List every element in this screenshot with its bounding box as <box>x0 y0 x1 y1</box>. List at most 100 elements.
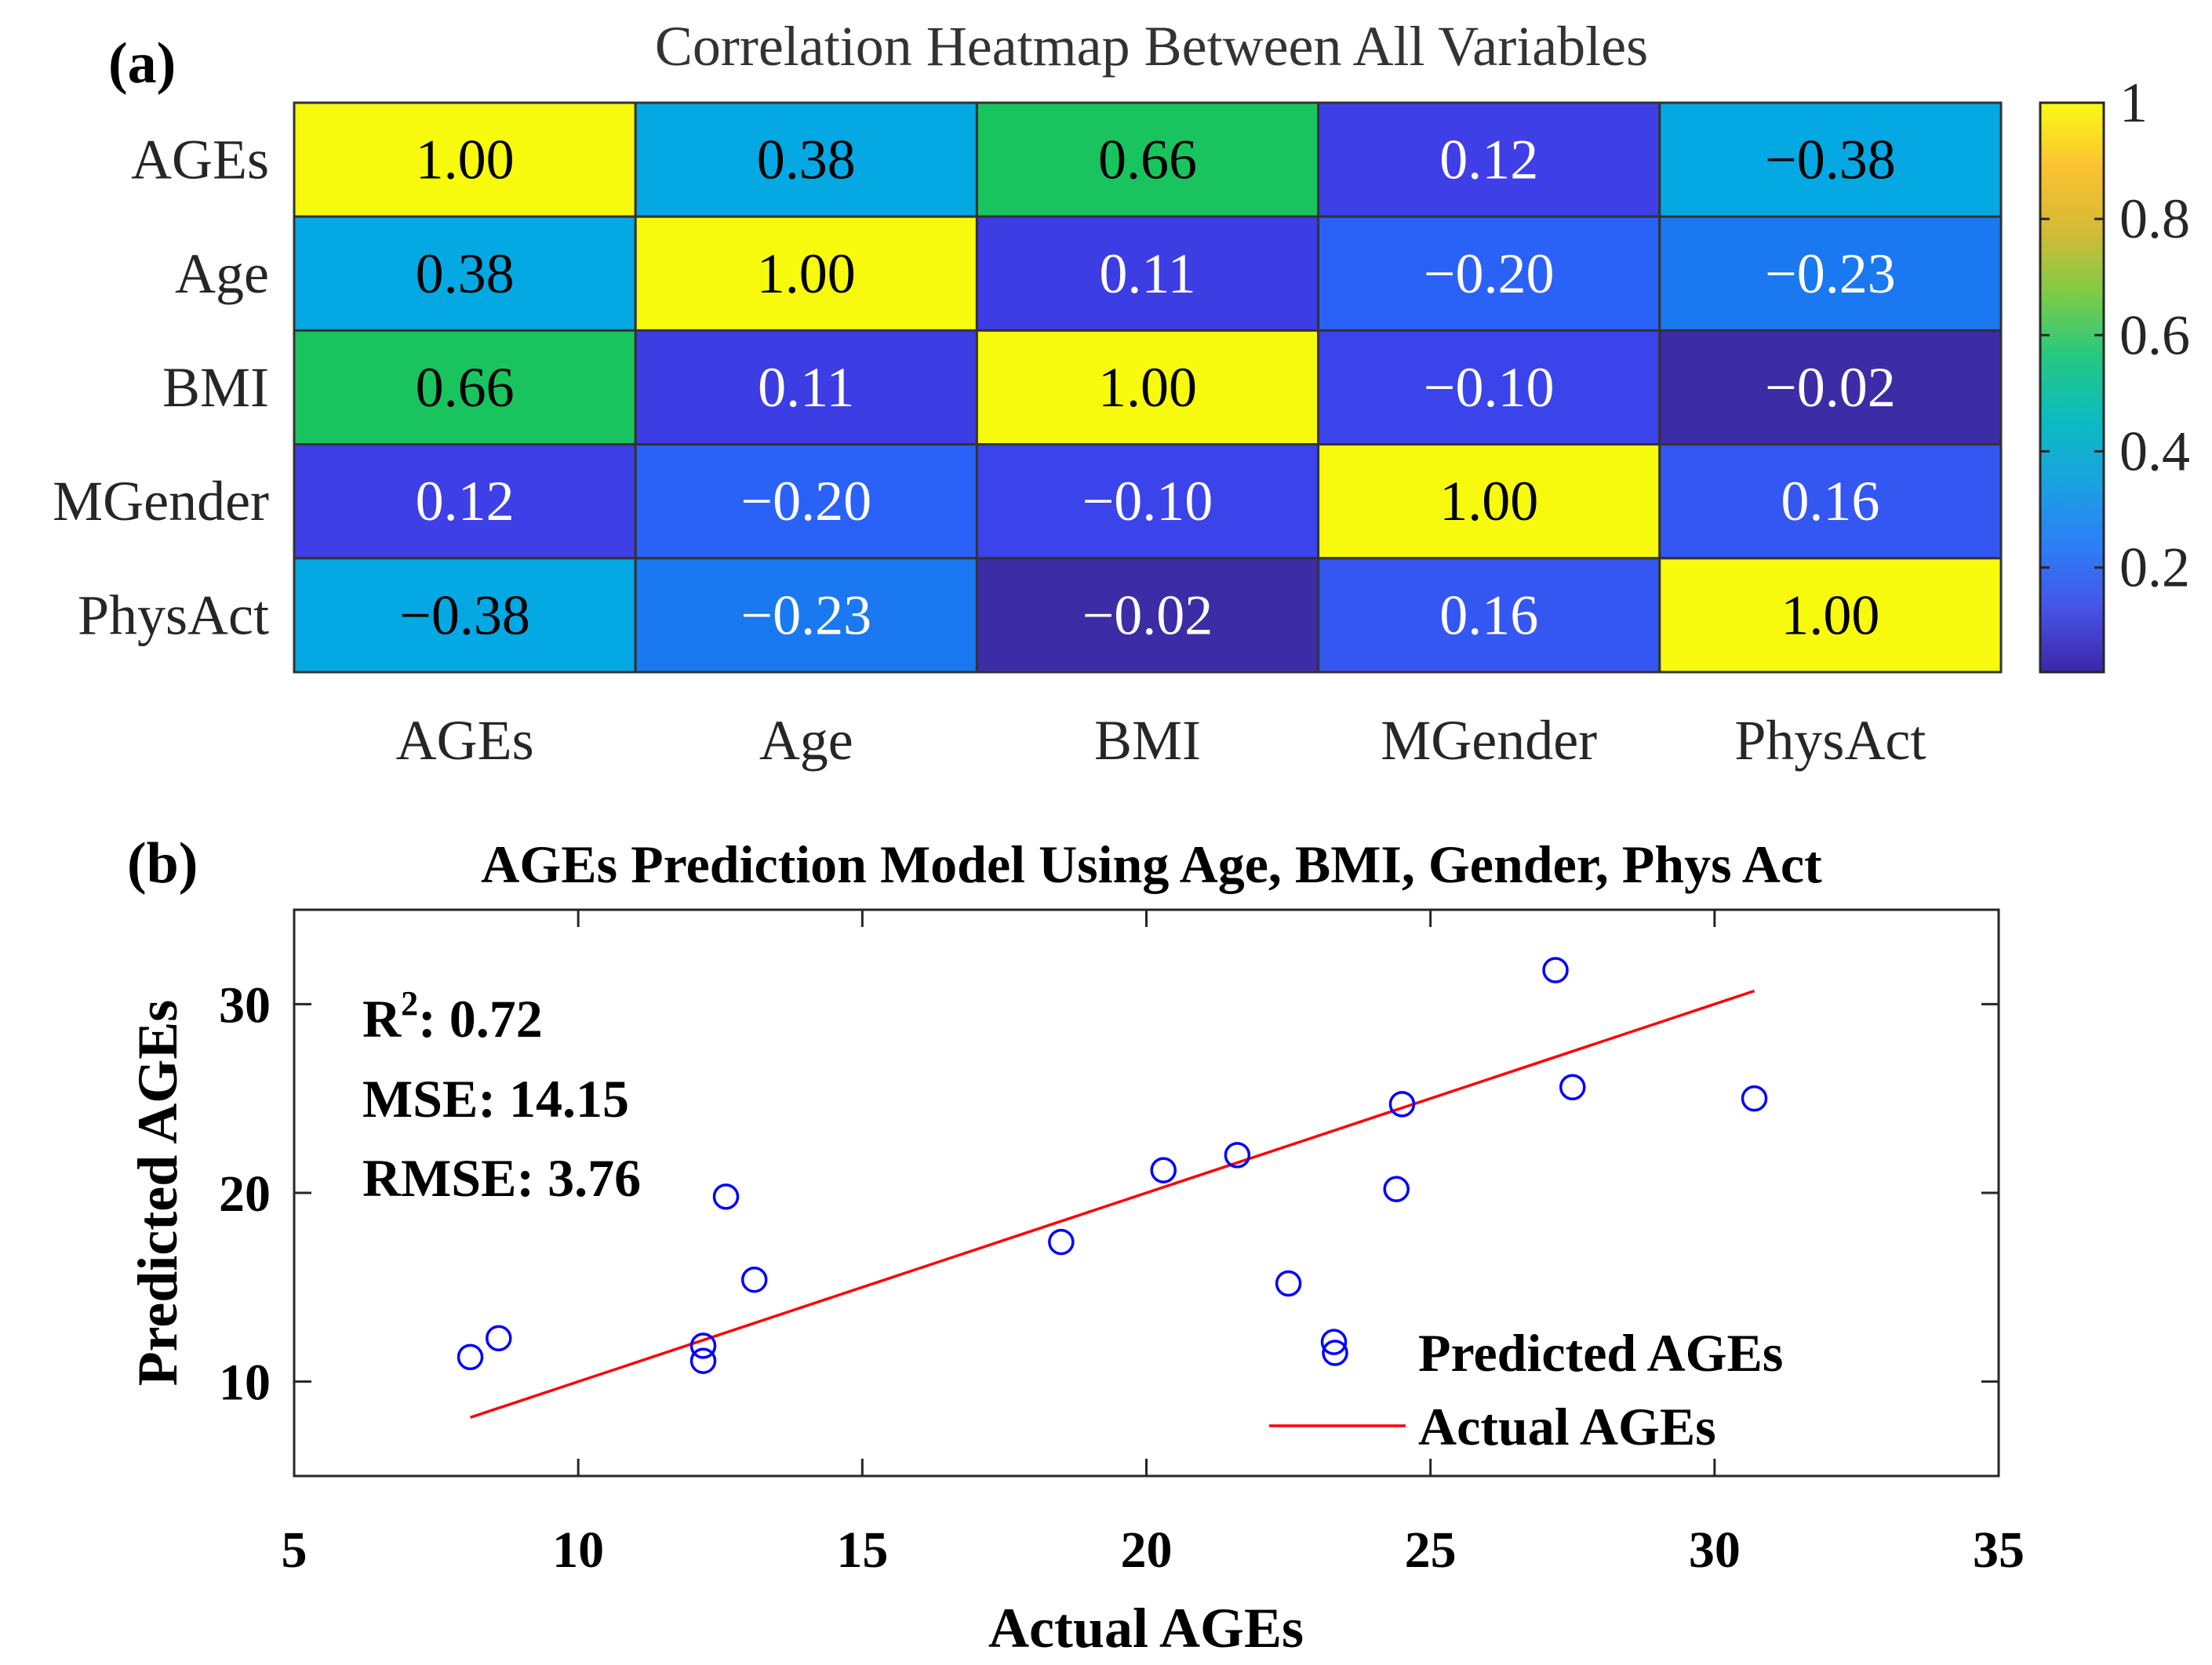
colorbar-tick-label: 0.4 <box>2119 420 2190 482</box>
heatmap-cell-value: 1.00 <box>1098 356 1197 419</box>
heatmap-cell-BMI-Age <box>634 329 978 446</box>
y-tick-label: 20 <box>219 1165 271 1223</box>
actual-ages-fit-line <box>469 989 1755 1420</box>
predicted-ages-point <box>689 1332 717 1359</box>
heatmap-cell-AGEs-PhysAct <box>1658 101 2003 218</box>
heatmap-cell-value: 0.16 <box>1439 583 1538 646</box>
heatmap-cell-MGender-AGEs <box>293 443 637 560</box>
predicted-ages-point <box>712 1183 740 1210</box>
heatmap-cell-value: 1.00 <box>416 129 515 191</box>
stats-box: R2: 0.72 MSE: 14.15 RMSE: 3.76 <box>362 984 641 1208</box>
heatmap-cell-value: −0.20 <box>740 470 871 533</box>
predicted-ages-point <box>1275 1270 1302 1297</box>
heatmap-row-label: BMI <box>162 356 269 419</box>
y-tick-label: 30 <box>219 976 271 1034</box>
heatmap-row-label: AGEs <box>131 129 269 191</box>
heatmap-col-label: PhysAct <box>1734 709 1926 772</box>
heatmap-col-labels: AGEs Age BMI MGender PhysAct <box>396 709 1926 772</box>
heatmap-cell-value: 0.11 <box>1099 242 1195 305</box>
heatmap-cell-MGender-BMI <box>975 443 1320 560</box>
x-tick-label: 15 <box>836 1521 888 1579</box>
heatmap-cell-value: −0.23 <box>1765 242 1896 305</box>
predicted-ages-point <box>1388 1091 1416 1118</box>
colorbar-tick-label: 1 <box>2119 71 2148 134</box>
x-tick-label: 35 <box>1973 1521 2025 1579</box>
legend-label-predicted: Predicted AGEs <box>1418 1323 1783 1383</box>
colorbar-tick-label: 0.2 <box>2119 536 2190 599</box>
heatmap-cell-AGEs-AGEs <box>293 101 637 218</box>
predicted-ages-point <box>1048 1228 1075 1256</box>
colorbar-tick-label: 0.8 <box>2119 187 2190 250</box>
y-tick-label: 10 <box>219 1354 271 1412</box>
predicted-ages-point <box>740 1266 768 1293</box>
axis-ticks: 5 10 15 20 25 30 35 10 20 30 <box>219 910 2025 1579</box>
rmse-text: RMSE: 3.76 <box>362 1148 641 1208</box>
heatmap-cell-value: −0.38 <box>1765 129 1896 191</box>
heatmap-cell-value: 0.16 <box>1781 470 1879 533</box>
heatmap-title: Correlation Heatmap Between All Variable… <box>655 15 1648 78</box>
legend: Predicted AGEs Actual AGEs <box>1269 1323 1783 1456</box>
predicted-ages-point <box>1383 1176 1410 1202</box>
heatmap-cell-value: 0.12 <box>416 470 515 533</box>
heatmap-cells: 1.00 0.38 0.66 0.12 −0.38 0.38 1.00 0.11 −0.20 −0… <box>293 101 2003 674</box>
heatmap-cell-value: 0.66 <box>1098 129 1197 191</box>
heatmap-cell-value: −0.38 <box>399 583 530 646</box>
predicted-ages-point <box>1542 957 1569 983</box>
heatmap-cell-value: −0.10 <box>1082 470 1213 533</box>
heatmap-cell-PhysAct-PhysAct <box>1658 557 2003 674</box>
x-tick-label: 10 <box>552 1521 604 1579</box>
panel-b-scatter: (b) AGEs Prediction Model Using Age, BMI… <box>126 831 2025 1660</box>
heatmap-cell-Age-AGEs <box>293 215 637 332</box>
actual-ages-line <box>469 989 1755 1420</box>
r2-text: R2: 0.72 <box>362 984 543 1049</box>
panel-b-label: (b) <box>127 831 198 896</box>
predicted-ages-point <box>1320 1329 1348 1355</box>
x-axis-label: Actual AGEs <box>988 1597 1304 1660</box>
heatmap-cell-value: 0.66 <box>416 356 515 419</box>
x-tick-label: 20 <box>1121 1521 1173 1579</box>
predicted-ages-point <box>1150 1157 1177 1183</box>
predicted-ages-point <box>1741 1085 1768 1112</box>
predicted-ages-points <box>457 957 1768 1374</box>
predicted-ages-point <box>1224 1142 1251 1169</box>
x-tick-label: 5 <box>282 1521 307 1579</box>
legend-marker-predicted <box>1322 1340 1348 1366</box>
heatmap-cell-AGEs-Age <box>634 101 978 218</box>
heatmap-cell-value: 0.11 <box>758 356 854 419</box>
predicted-ages-point <box>689 1347 717 1374</box>
panel-a-label: (a) <box>108 31 176 96</box>
heatmap-cell-BMI-MGender <box>1317 329 1661 446</box>
heatmap-cell-PhysAct-BMI <box>975 557 1320 674</box>
heatmap-cell-value: 0.38 <box>416 242 515 305</box>
heatmap-row-labels: AGEs Age BMI MGender PhysAct <box>53 129 269 647</box>
mse-text: MSE: 14.15 <box>362 1069 629 1129</box>
heatmap-col-label: MGender <box>1381 709 1597 772</box>
heatmap-col-label: BMI <box>1094 709 1201 772</box>
heatmap-cell-Age-BMI <box>975 215 1320 332</box>
heatmap-row-label: Age <box>175 242 269 305</box>
heatmap-cell-PhysAct-Age <box>634 557 978 674</box>
heatmap-cell-BMI-PhysAct <box>1658 329 2003 446</box>
panel-a-heatmap: (a) Correlation Heatmap Between All Vari… <box>53 15 2190 772</box>
x-tick-label: 25 <box>1405 1521 1457 1579</box>
heatmap-row-label: PhysAct <box>78 583 269 646</box>
heatmap-cell-value: 1.00 <box>1439 470 1538 533</box>
legend-label-actual: Actual AGEs <box>1418 1397 1716 1456</box>
colorbar-tick-label: 0.6 <box>2119 304 2190 366</box>
predicted-ages-point <box>1559 1074 1586 1100</box>
heatmap-cell-MGender-PhysAct <box>1658 443 2003 560</box>
heatmap-cell-value: −0.20 <box>1424 242 1555 305</box>
heatmap-col-label: Age <box>759 709 853 772</box>
scatter-title: AGEs Prediction Model Using Age, BMI, Ge… <box>481 834 1822 894</box>
heatmap-cell-value: −0.23 <box>740 583 871 646</box>
heatmap-cell-value: 1.00 <box>1781 583 1879 646</box>
heatmap-cell-PhysAct-AGEs <box>293 557 637 674</box>
colorbar: 1 0.8 0.6 0.4 0.2 <box>2039 71 2190 674</box>
heatmap-cell-value: −0.02 <box>1765 356 1896 419</box>
predicted-ages-point <box>486 1325 512 1352</box>
heatmap-cell-value: 0.38 <box>757 129 856 191</box>
predicted-ages-point <box>457 1343 484 1371</box>
x-tick-label: 30 <box>1689 1521 1741 1579</box>
heatmap-cell-value: 1.00 <box>757 242 856 305</box>
